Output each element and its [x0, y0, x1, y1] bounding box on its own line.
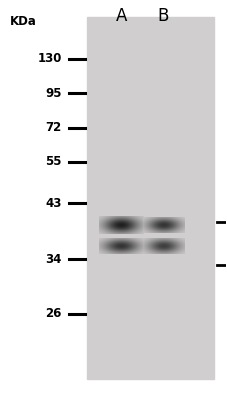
Text: 95: 95 — [45, 87, 62, 100]
Text: 26: 26 — [46, 307, 62, 320]
Text: 34: 34 — [46, 253, 62, 266]
Text: A: A — [116, 7, 127, 25]
Text: KDa: KDa — [10, 15, 37, 28]
Text: 55: 55 — [45, 155, 62, 168]
Text: 72: 72 — [46, 121, 62, 134]
Text: 43: 43 — [46, 197, 62, 210]
Text: 130: 130 — [37, 52, 62, 65]
Bar — [86, 17, 214, 379]
Text: B: B — [157, 7, 168, 25]
